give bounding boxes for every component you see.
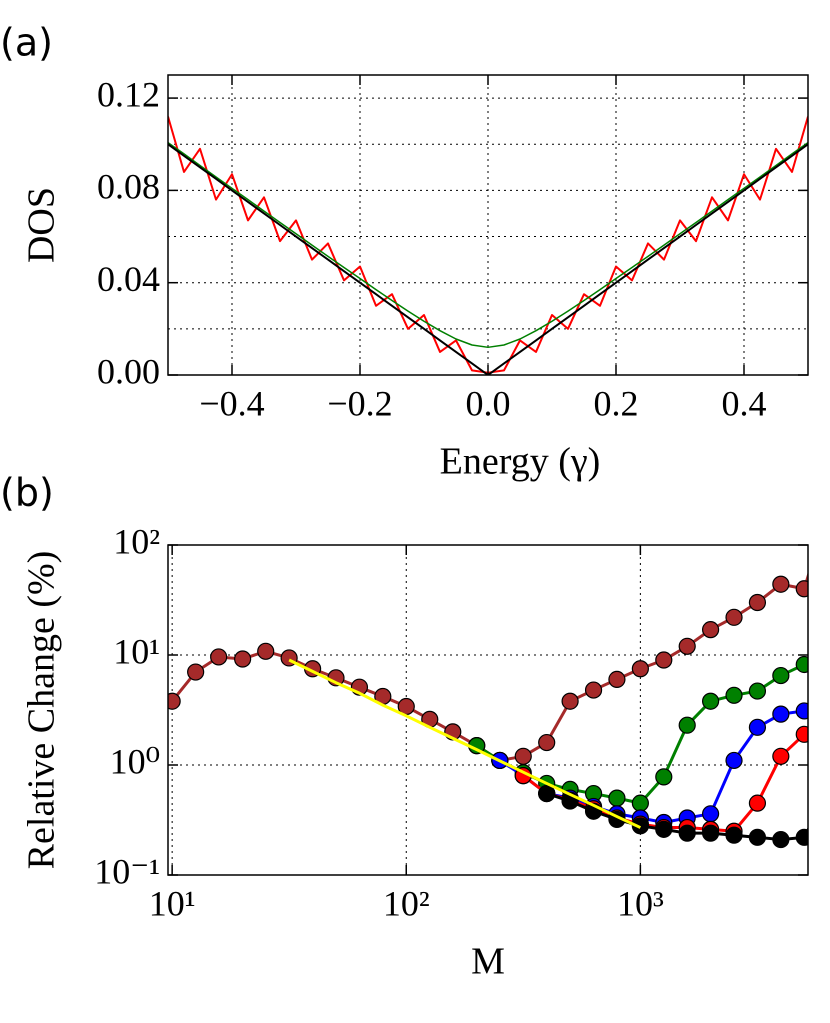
data-point — [561, 692, 579, 710]
series-line — [288, 658, 642, 829]
x-tick-label: 10¹ — [149, 883, 196, 923]
data-point — [655, 651, 673, 669]
data-point — [608, 670, 626, 689]
data-point — [655, 820, 673, 838]
data-point — [795, 725, 808, 743]
data-point — [701, 805, 720, 823]
data-point — [795, 702, 808, 720]
axes-frame — [167, 544, 809, 876]
data-point — [820, 784, 830, 800]
data-point — [725, 686, 743, 704]
data-point — [748, 718, 767, 736]
x-tick-label: 10² — [383, 883, 430, 923]
data-point — [772, 575, 790, 593]
x-axis-label: M — [471, 941, 505, 983]
x-axis-label: Energy (γ) — [440, 441, 601, 483]
series-line — [168, 142, 808, 349]
data-point — [725, 751, 743, 770]
data-point — [678, 637, 696, 655]
data-point — [187, 663, 205, 681]
data-point — [748, 682, 767, 700]
data-point — [795, 580, 808, 598]
series-line — [522, 731, 808, 833]
data-point — [701, 692, 720, 710]
data-point — [725, 826, 743, 844]
data-point — [820, 696, 830, 712]
data-point — [772, 747, 790, 765]
x-tick-label: 0.4 — [722, 383, 767, 423]
grid — [168, 75, 808, 376]
data-point — [631, 817, 649, 835]
data-point — [584, 681, 603, 699]
data-point — [514, 747, 532, 765]
data-point — [210, 648, 228, 666]
data-point — [772, 666, 790, 685]
panel-0: (a) −0.4 −0.2 0.0 0.2 0.4 0.00 0.04 0.08 0.12 Ener… — [0, 21, 809, 483]
data-point — [631, 660, 649, 678]
x-tick-label: −0.2 — [327, 383, 392, 423]
y-tick-label: 0.08 — [97, 167, 160, 207]
plot-area — [168, 116, 808, 375]
data-point — [678, 824, 696, 842]
data-point — [538, 784, 556, 803]
data-point — [725, 608, 743, 626]
y-tick-label: 10² — [113, 521, 160, 561]
y-tick-label: 10⁻¹ — [94, 851, 160, 891]
panel-label: (b) — [0, 471, 54, 515]
data-point — [701, 824, 720, 842]
y-tick-label: 0.12 — [97, 74, 160, 114]
panel-1: (b) 10¹ 10² 10³ 10⁻¹ 10⁰ 10¹ 10² M Relative Chang… — [0, 471, 830, 983]
plot-area — [168, 504, 830, 849]
data-point — [538, 733, 556, 752]
data-point — [795, 655, 808, 674]
data-point — [168, 692, 181, 710]
series-line — [170, 571, 808, 762]
data-point — [678, 716, 696, 734]
data-point — [772, 705, 790, 723]
x-tick-label: −0.4 — [199, 383, 264, 423]
y-tick-label: 10¹ — [113, 631, 160, 671]
y-axis-label: Relative Change (%) — [21, 551, 63, 870]
series-line — [168, 143, 808, 375]
data-point — [234, 650, 252, 668]
data-point — [701, 621, 720, 639]
y-tick-label: 10⁰ — [110, 741, 160, 781]
x-tick-label: 0.0 — [466, 383, 511, 423]
data-point — [820, 655, 830, 671]
data-point — [655, 768, 673, 786]
y-tick-label: 0.04 — [97, 259, 160, 299]
data-point — [748, 828, 767, 846]
y-tick-label: 0.00 — [97, 351, 160, 391]
data-point — [820, 717, 830, 733]
data-point — [820, 504, 830, 520]
data-point — [748, 794, 767, 812]
data-point — [748, 593, 767, 612]
y-axis-label: DOS — [21, 187, 63, 263]
data-point — [631, 794, 649, 812]
x-tick-label: 0.2 — [594, 383, 639, 423]
x-tick-label: 10³ — [617, 883, 664, 923]
data-point — [795, 828, 808, 846]
panel-label: (a) — [0, 21, 53, 65]
data-point — [257, 642, 275, 660]
data-point — [772, 830, 790, 849]
data-point — [608, 789, 626, 807]
